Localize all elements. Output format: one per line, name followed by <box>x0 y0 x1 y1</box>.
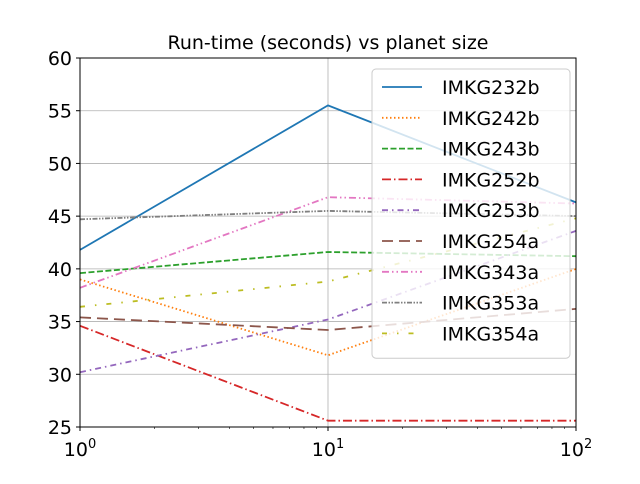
legend-label: IMKG242b <box>442 108 540 130</box>
legend-label: IMKG353a <box>442 293 539 315</box>
legend-label: IMKG254a <box>442 231 539 253</box>
y-tick-label: 45 <box>48 206 72 228</box>
series-line-imkg354a <box>79 217 577 308</box>
legend-label: IMKG343a <box>442 262 539 284</box>
y-tick-label: 35 <box>48 312 72 334</box>
legend-label: IMKG253b <box>442 200 540 222</box>
y-tick-label: 25 <box>48 417 72 439</box>
y-tick-label: 50 <box>48 153 72 175</box>
legend-label: IMKG252b <box>442 169 540 191</box>
legend-label: IMKG354a <box>442 323 539 345</box>
y-tick-label: 30 <box>48 364 72 386</box>
y-tick-label: 55 <box>48 101 72 123</box>
y-tick-label: 60 <box>48 48 72 70</box>
x-tick-label: 101 <box>312 437 344 461</box>
series-line-imkg243b <box>79 251 577 274</box>
chart-title: Run-time (seconds) vs planet size <box>167 32 488 54</box>
legend: IMKG232b IMKG242b IMKG243b IMKG252b IMKG253b… <box>371 68 571 359</box>
x-tick-label: 102 <box>560 437 592 461</box>
legend-label: IMKG243b <box>442 139 540 161</box>
legend-label: IMKG232b <box>442 77 540 99</box>
legend-box <box>371 68 571 359</box>
series-line-imkg252b <box>79 324 576 422</box>
y-tick-label: 40 <box>48 259 72 281</box>
x-tick-label: 100 <box>64 437 96 461</box>
axis-ticks: 100 101 102 25 30 35 40 45 50 55 60 <box>48 48 592 461</box>
